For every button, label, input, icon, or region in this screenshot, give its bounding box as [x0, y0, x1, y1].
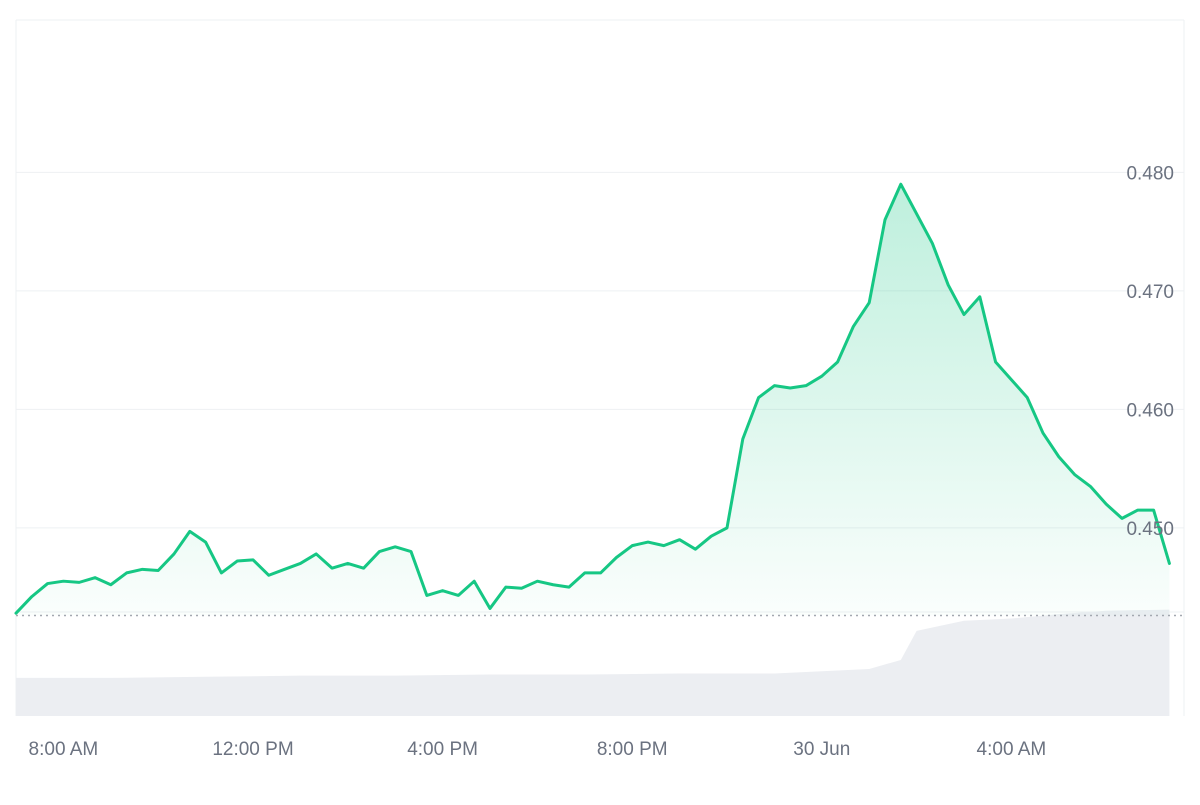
y-tick-label: 0.470 — [1126, 282, 1174, 303]
y-tick-label: 0.460 — [1126, 400, 1174, 421]
x-tick-label: 8:00 PM — [597, 739, 668, 760]
x-tick-label: 4:00 PM — [407, 739, 478, 760]
x-tick-label: 12:00 PM — [212, 739, 293, 760]
price-area-fill — [16, 184, 1170, 616]
volume-area — [16, 609, 1170, 716]
x-tick-label: 4:00 AM — [977, 739, 1047, 760]
y-tick-label: 0.480 — [1126, 163, 1174, 184]
y-tick-label: 0.450 — [1126, 519, 1174, 540]
x-tick-label: 8:00 AM — [29, 739, 99, 760]
x-tick-label: 30 Jun — [793, 739, 850, 760]
price-line — [14, 182, 1171, 615]
